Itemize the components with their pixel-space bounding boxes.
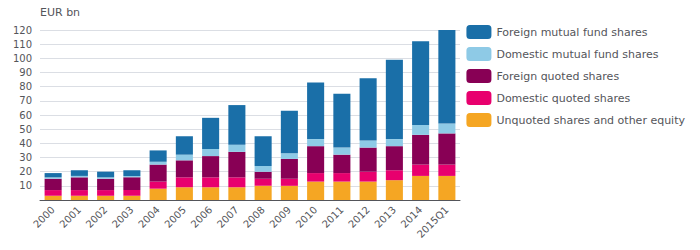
svg-text:90: 90 (19, 67, 32, 78)
svg-text:30: 30 (19, 152, 32, 163)
svg-text:2015Q1: 2015Q1 (415, 204, 451, 240)
svg-text:80: 80 (19, 81, 32, 92)
svg-text:2004: 2004 (136, 204, 162, 230)
svg-text:70: 70 (19, 95, 32, 106)
svg-text:100: 100 (13, 53, 32, 64)
svg-text:Unquoted shares and other equi: Unquoted shares and other equity (496, 114, 685, 127)
svg-text:Domestic mutual fund shares: Domestic mutual fund shares (496, 48, 658, 61)
svg-text:2007: 2007 (215, 204, 241, 230)
svg-text:120: 120 (13, 25, 32, 36)
svg-text:2013: 2013 (373, 204, 399, 230)
svg-text:20: 20 (19, 166, 32, 177)
svg-text:2006: 2006 (189, 204, 215, 230)
svg-text:50: 50 (19, 124, 32, 135)
svg-text:2010: 2010 (294, 204, 320, 230)
svg-text:2003: 2003 (110, 204, 136, 230)
svg-text:2001: 2001 (58, 204, 84, 230)
svg-text:2000: 2000 (31, 204, 57, 230)
svg-text:2002: 2002 (84, 204, 110, 230)
svg-text:110: 110 (13, 39, 32, 50)
svg-text:10: 10 (19, 180, 32, 191)
svg-text:Domestic quoted shares: Domestic quoted shares (496, 92, 630, 105)
svg-text:EUR bn: EUR bn (40, 6, 80, 19)
svg-text:2008: 2008 (241, 204, 267, 230)
svg-text:60: 60 (19, 110, 32, 121)
svg-text:2014: 2014 (398, 204, 425, 230)
svg-text:2011: 2011 (320, 204, 346, 230)
svg-text:2012: 2012 (346, 204, 372, 230)
svg-text:40: 40 (19, 138, 32, 149)
svg-text:2005: 2005 (163, 204, 189, 230)
svg-text:Foreign quoted shares: Foreign quoted shares (496, 70, 619, 83)
svg-text:Foreign mutual fund shares: Foreign mutual fund shares (496, 26, 647, 39)
svg-text:2009: 2009 (268, 204, 294, 230)
